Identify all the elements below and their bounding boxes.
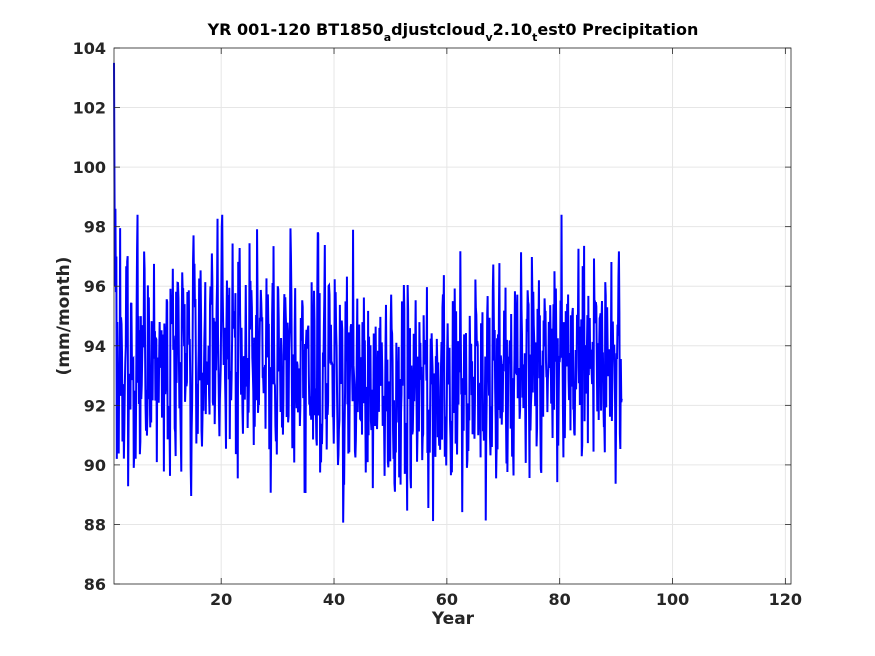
x-tick-label: 100 <box>656 590 689 609</box>
y-tick-label: 92 <box>84 396 106 415</box>
y-tick-label: 90 <box>84 456 106 475</box>
y-tick-label: 86 <box>84 575 106 594</box>
axis-ticks: 20 40 60 80 100 120 86 88 90 92 94 96 98 100 102 104 <box>73 39 802 609</box>
y-tick-label: 96 <box>84 277 106 296</box>
title-part-4: est0 Precipitation <box>537 20 698 39</box>
title-sub-a: a <box>384 31 391 44</box>
plot-frame <box>113 47 792 585</box>
x-axis-label: Year <box>431 609 475 629</box>
precipitation-series-line <box>113 62 623 523</box>
x-tick-label: 80 <box>549 590 571 609</box>
y-tick-label: 94 <box>84 337 106 356</box>
title-sub-v: v <box>485 31 493 44</box>
x-tick-label: 120 <box>769 590 802 609</box>
series-line <box>113 62 623 523</box>
x-tick-label: 40 <box>323 590 345 609</box>
y-tick-label: 88 <box>84 515 106 534</box>
x-tick-label: 60 <box>436 590 458 609</box>
title-sub-t: t <box>532 31 537 44</box>
y-axis-label: (mm/month) <box>54 257 74 376</box>
title-part-1: YR 001-120 BT1850 <box>207 20 384 39</box>
y-tick-label: 100 <box>73 158 106 177</box>
y-tick-label: 98 <box>84 218 106 237</box>
y-tick-label: 104 <box>73 39 106 58</box>
x-tick-label: 20 <box>210 590 232 609</box>
title-part-2: djustcloud <box>391 20 485 39</box>
title-part-3: 2.10 <box>493 20 532 39</box>
chart-title: YR 001-120 BT1850adjustcloudv2.10test0 P… <box>207 20 699 44</box>
y-tick-label: 102 <box>73 99 106 118</box>
